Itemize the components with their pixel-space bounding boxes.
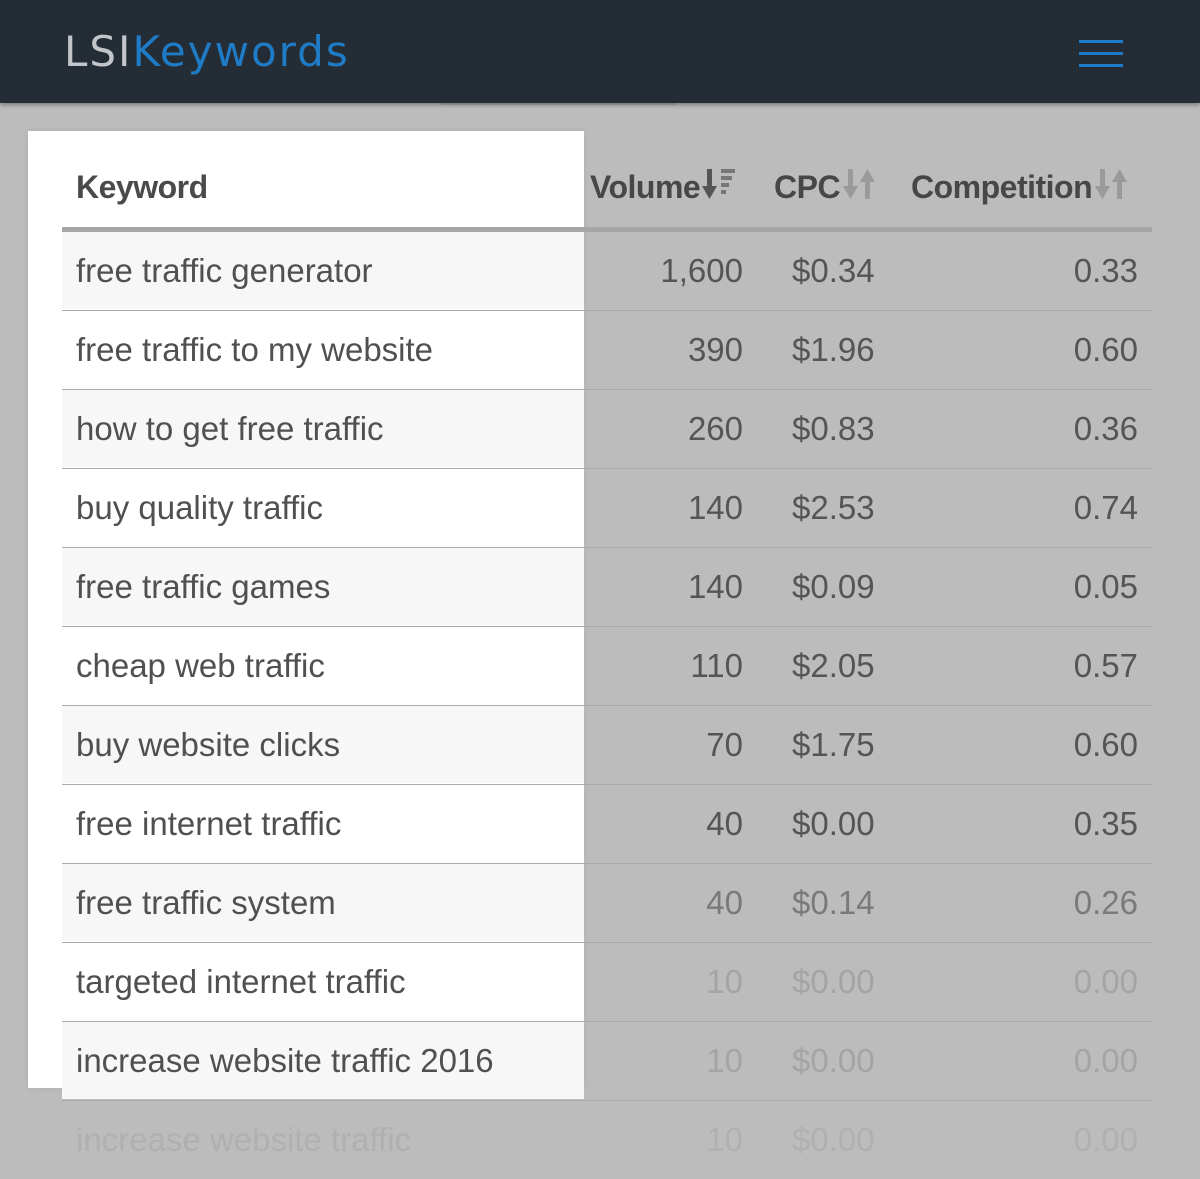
sort-icon[interactable] bbox=[1094, 166, 1130, 213]
keyword-cell: increase website traffic 2016 bbox=[76, 1042, 494, 1079]
table-row[interactable]: buy website clicks 70 $1.75 0.60 bbox=[62, 706, 1152, 785]
table-row[interactable]: buy quality traffic 140 $2.53 0.74 bbox=[62, 469, 1152, 548]
competition-cell: 0.00 bbox=[1073, 1042, 1138, 1079]
keywords-table: Keyword Volume CPC Competition bbox=[62, 147, 1152, 1179]
cpc-cell: $1.96 bbox=[792, 331, 875, 368]
column-header-label: CPC bbox=[774, 169, 841, 205]
keyword-cell: free internet traffic bbox=[76, 805, 342, 842]
column-header-label: Volume bbox=[590, 169, 701, 205]
cpc-cell: $0.34 bbox=[792, 252, 875, 289]
keyword-cell: free traffic games bbox=[76, 568, 331, 605]
row-background bbox=[62, 390, 584, 467]
keyword-cell: free traffic to my website bbox=[76, 331, 434, 368]
row-background bbox=[62, 548, 584, 625]
competition-cell: 0.60 bbox=[1073, 726, 1138, 763]
competition-cell: 0.35 bbox=[1073, 805, 1138, 842]
volume-cell: 110 bbox=[690, 647, 743, 684]
volume-cell: 390 bbox=[687, 331, 743, 368]
volume-cell: 40 bbox=[706, 805, 743, 842]
column-header-label: Competition bbox=[911, 169, 1093, 205]
competition-cell: 0.05 bbox=[1073, 568, 1138, 605]
keyword-cell: buy website clicks bbox=[76, 726, 341, 763]
table-row[interactable]: free traffic system 40 $0.14 0.26 bbox=[62, 864, 1152, 943]
competition-cell: 0.57 bbox=[1073, 647, 1138, 684]
cpc-cell: $0.14 bbox=[792, 884, 875, 921]
row-background bbox=[62, 232, 584, 309]
cpc-cell: $0.00 bbox=[792, 963, 875, 1000]
cpc-cell: $2.53 bbox=[792, 489, 875, 526]
table-row[interactable]: increase website traffic 10 $0.00 0.00 bbox=[62, 1101, 1152, 1179]
volume-cell: 10 bbox=[706, 1042, 743, 1079]
cpc-cell: $0.00 bbox=[792, 1042, 875, 1079]
column-header-competition[interactable]: Competition bbox=[911, 165, 1130, 209]
column-header-cpc[interactable]: CPC bbox=[774, 165, 878, 209]
volume-cell: 140 bbox=[687, 489, 743, 526]
menu-bar bbox=[1079, 40, 1123, 43]
table-row[interactable]: how to get free traffic 260 $0.83 0.36 bbox=[62, 390, 1152, 469]
volume-cell: 10 bbox=[706, 1121, 743, 1158]
sort-icon[interactable] bbox=[842, 166, 878, 213]
table-row[interactable]: free internet traffic 40 $0.00 0.35 bbox=[62, 785, 1152, 864]
volume-cell: 140 bbox=[687, 568, 743, 605]
keyword-cell: targeted internet traffic bbox=[76, 963, 406, 1000]
competition-cell: 0.74 bbox=[1073, 489, 1138, 526]
table-row[interactable]: free traffic games 140 $0.09 0.05 bbox=[62, 548, 1152, 627]
table-row[interactable]: free traffic generator 1,600 $0.34 0.33 bbox=[62, 232, 1152, 311]
competition-cell: 0.00 bbox=[1073, 1121, 1138, 1158]
logo-lsi-text: LSI bbox=[64, 27, 133, 76]
table-row[interactable]: increase website traffic 2016 10 $0.00 0… bbox=[62, 1022, 1152, 1101]
row-background bbox=[62, 864, 584, 941]
hamburger-menu-icon[interactable] bbox=[1079, 40, 1123, 67]
cpc-cell: $0.00 bbox=[792, 1121, 875, 1158]
menu-bar bbox=[1079, 64, 1123, 67]
volume-cell: 10 bbox=[706, 963, 743, 1000]
cpc-cell: $1.75 bbox=[792, 726, 875, 763]
column-header-volume[interactable]: Volume bbox=[590, 165, 736, 209]
table-row[interactable]: free traffic to my website 390 $1.96 0.6… bbox=[62, 311, 1152, 390]
keyword-cell: free traffic system bbox=[76, 884, 336, 921]
row-background bbox=[62, 1022, 584, 1099]
cpc-cell: $0.09 bbox=[792, 568, 875, 605]
sort-descending-icon[interactable] bbox=[702, 166, 736, 213]
logo-keywords-text: Keywords bbox=[132, 27, 350, 76]
table-header: Keyword Volume CPC Competition bbox=[62, 147, 1152, 232]
volume-cell: 1,600 bbox=[660, 252, 743, 289]
table-row[interactable]: cheap web traffic 110 $2.05 0.57 bbox=[62, 627, 1152, 706]
app-header: LSIKeywords bbox=[0, 0, 1200, 103]
active-tab-indicator bbox=[441, 103, 676, 105]
menu-bar bbox=[1079, 52, 1123, 55]
competition-cell: 0.60 bbox=[1073, 331, 1138, 368]
keyword-cell: buy quality traffic bbox=[76, 489, 324, 526]
keyword-cell: how to get free traffic bbox=[76, 410, 384, 447]
column-header-label: Keyword bbox=[76, 169, 208, 205]
column-header-keyword[interactable]: Keyword bbox=[76, 165, 208, 209]
volume-cell: 40 bbox=[706, 884, 743, 921]
competition-cell: 0.36 bbox=[1073, 410, 1138, 447]
table-row[interactable]: targeted internet traffic 10 $0.00 0.00 bbox=[62, 943, 1152, 1022]
volume-cell: 260 bbox=[687, 410, 743, 447]
keyword-cell: cheap web traffic bbox=[76, 647, 325, 684]
cpc-cell: $0.83 bbox=[792, 410, 875, 447]
cpc-cell: $0.00 bbox=[792, 805, 875, 842]
keyword-cell: free traffic generator bbox=[76, 252, 373, 289]
row-background bbox=[62, 706, 584, 783]
keyword-cell: increase website traffic bbox=[76, 1121, 412, 1158]
competition-cell: 0.26 bbox=[1073, 884, 1138, 921]
cpc-cell: $2.05 bbox=[792, 647, 875, 684]
volume-cell: 70 bbox=[706, 726, 743, 763]
competition-cell: 0.00 bbox=[1073, 963, 1138, 1000]
competition-cell: 0.33 bbox=[1073, 252, 1138, 289]
logo[interactable]: LSIKeywords bbox=[64, 24, 350, 80]
